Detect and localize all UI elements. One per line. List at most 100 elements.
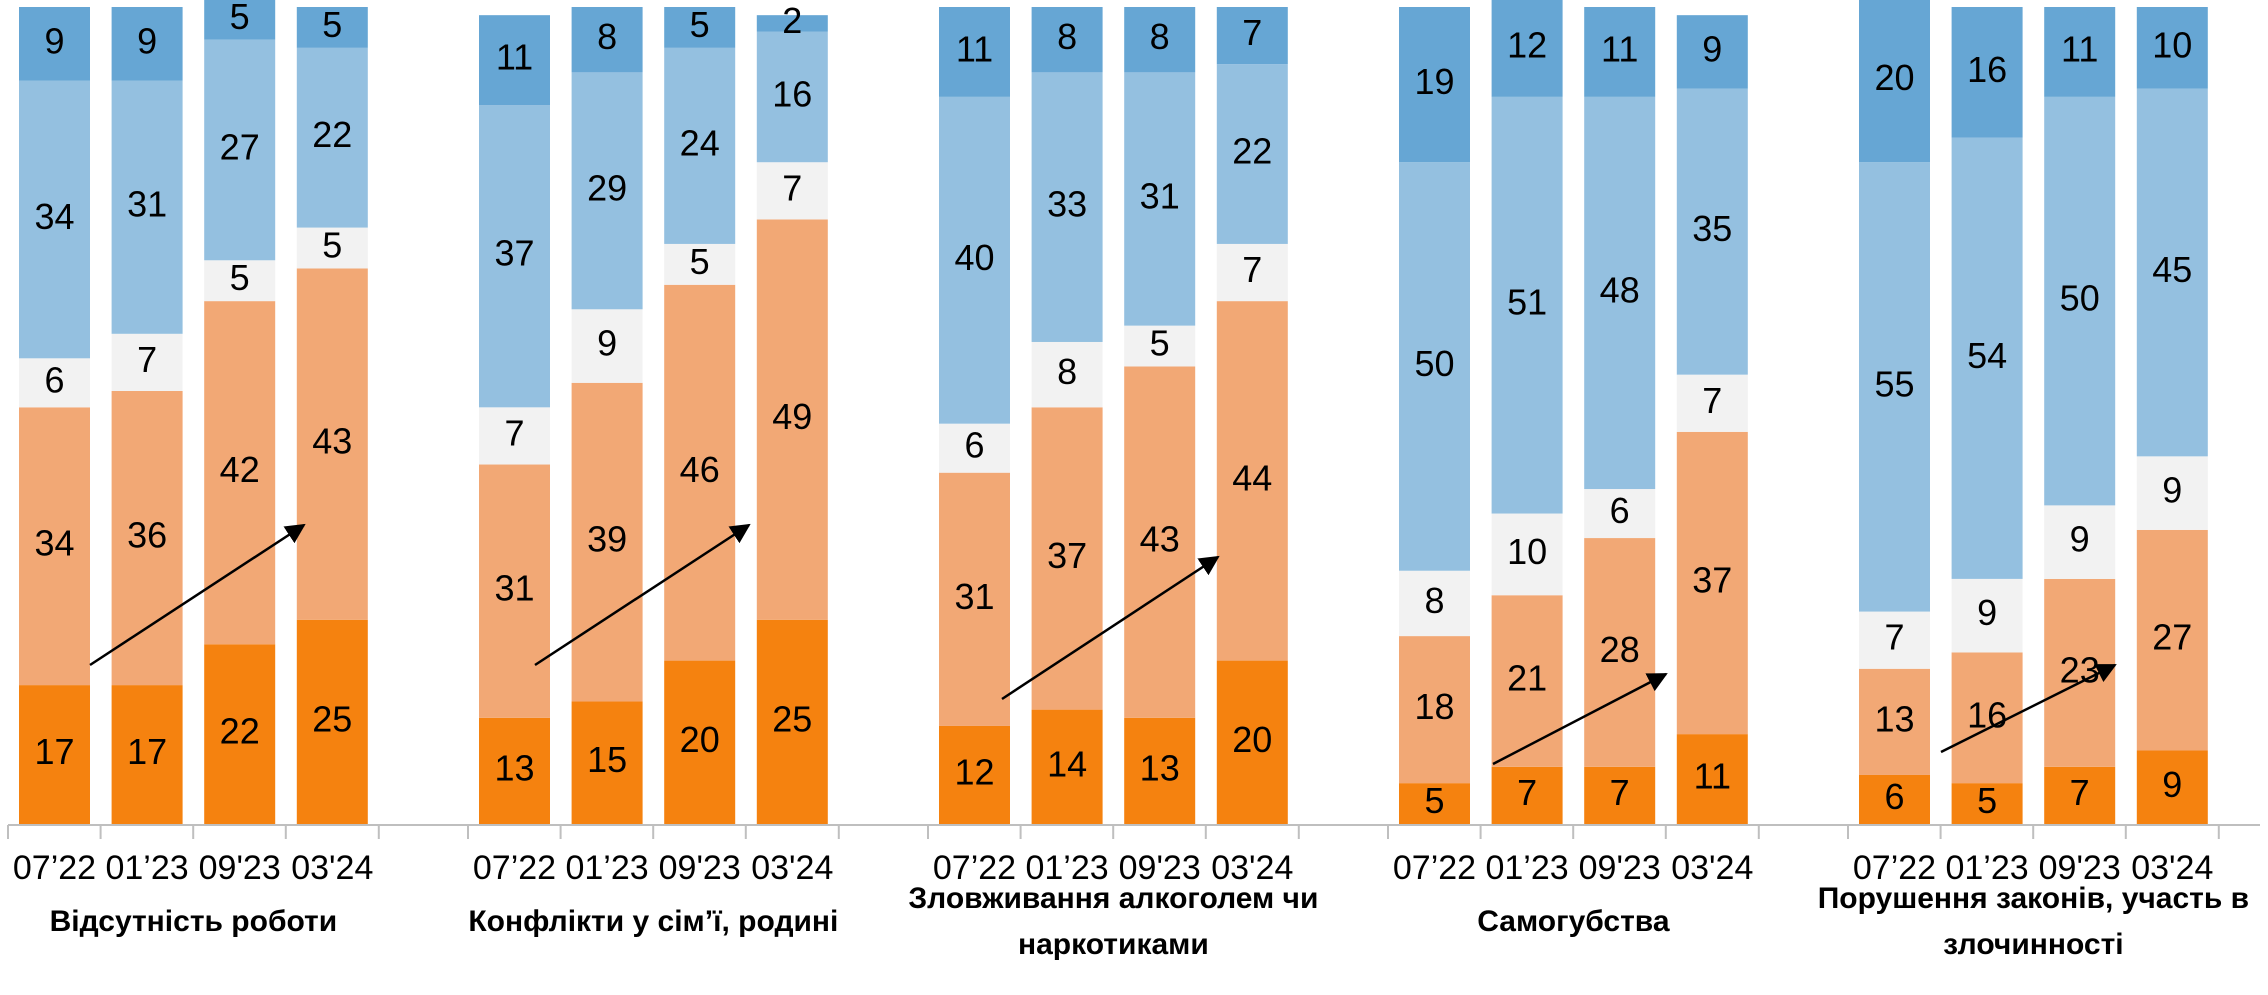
bar-segment (1031, 7, 1103, 73)
bar-segment (1031, 72, 1103, 342)
bar-segment (2136, 7, 2208, 89)
x-tick-label: 03'24 (291, 849, 373, 887)
group-title: Зловживання алкоголем чи наркотиками (908, 882, 1319, 961)
data-label: 20 (1874, 57, 1914, 98)
data-label: 5 (322, 4, 342, 45)
data-label: 22 (312, 114, 352, 155)
bar-segment (2044, 505, 2116, 579)
bar-segment (111, 7, 183, 81)
bar-segment (1216, 660, 1288, 824)
data-label: 8 (597, 16, 617, 57)
data-label: 24 (680, 122, 720, 163)
data-label: 34 (34, 523, 74, 564)
group-title: Самогубства (1477, 905, 1670, 938)
data-label: 8 (1424, 580, 1444, 621)
data-label: 7 (1884, 617, 1904, 658)
data-label: 9 (2070, 519, 2090, 560)
data-label: 25 (772, 698, 812, 739)
bar-segment (1584, 7, 1656, 97)
bar-segment (1951, 7, 2023, 138)
x-tick-label: 01’23 (105, 849, 188, 887)
data-label: 45 (2152, 249, 2192, 290)
bar-segment (571, 7, 643, 73)
bar-segment (19, 685, 90, 824)
data-label: 44 (1232, 457, 1272, 498)
bar-segment (1124, 717, 1196, 824)
x-tick-label: 01’23 (1485, 849, 1568, 887)
trend-arrow (1940, 663, 2117, 754)
data-label: 22 (220, 711, 260, 752)
bar-segment (1859, 774, 1930, 824)
bar-segment (2044, 7, 2116, 97)
bar-segment (204, 0, 276, 40)
x-tick-label: 09'23 (1119, 849, 1201, 887)
bar-segment (1584, 766, 1656, 824)
x-tick-label: 01’23 (1945, 849, 2028, 887)
bar-segment (939, 725, 1010, 824)
x-tick-label: 09'23 (1579, 849, 1661, 887)
bar-segment (1216, 7, 1288, 65)
data-label: 2 (782, 0, 802, 41)
bar-segment (1124, 366, 1196, 718)
data-label: 27 (2152, 617, 2192, 658)
data-label: 39 (587, 519, 627, 560)
data-label: 17 (34, 731, 74, 772)
bar-segment (2136, 529, 2208, 751)
bar-segment (1951, 578, 2023, 653)
data-label: 7 (1242, 249, 1262, 290)
data-label: 20 (1232, 719, 1272, 760)
data-label: 8 (1150, 16, 1170, 57)
bar-segment (2044, 766, 2116, 824)
bar-segment (1399, 783, 1470, 824)
bar-segment (756, 15, 828, 32)
bar-segment (1216, 301, 1288, 661)
data-label: 9 (1702, 28, 1722, 69)
data-label: 48 (1600, 269, 1640, 310)
bar-segment (111, 390, 183, 686)
data-label: 22 (1232, 131, 1272, 172)
bar-segment (1399, 162, 1470, 571)
bar-segment (939, 472, 1010, 726)
data-label: 43 (312, 421, 352, 462)
x-tick-label: 07’22 (13, 849, 96, 887)
data-label: 13 (1140, 747, 1180, 788)
data-label: 9 (597, 323, 617, 364)
data-label: 14 (1047, 743, 1087, 784)
data-label: 35 (1692, 208, 1732, 249)
bar-segment (19, 7, 90, 81)
x-tick-label: 09'23 (2039, 849, 2121, 887)
bar-segment (1399, 570, 1470, 637)
group-title: Порушення законів, участь в злочинності (1817, 882, 2250, 961)
bar-segment (296, 7, 368, 48)
bar-segment (664, 47, 736, 244)
data-label: 27 (220, 126, 260, 167)
bar-segment (1676, 88, 1748, 375)
data-label: 11 (956, 28, 993, 69)
data-label: 37 (1047, 535, 1087, 576)
bar-segment (296, 47, 368, 228)
data-label: 50 (2060, 278, 2100, 319)
bar-segment (1216, 243, 1288, 302)
data-label: 5 (230, 257, 250, 298)
trend-arrow (1492, 672, 1668, 766)
data-label: 37 (494, 233, 534, 274)
bar-segment (1216, 64, 1288, 244)
bar-segment (1676, 734, 1748, 824)
trend-arrow (534, 523, 751, 667)
data-label: 7 (137, 339, 157, 380)
bar-segment (204, 644, 276, 824)
data-label: 7 (504, 412, 524, 453)
data-label: 55 (1874, 363, 1914, 404)
x-tick-label: 07’22 (473, 849, 556, 887)
data-label: 15 (587, 739, 627, 780)
bar-segment (296, 268, 368, 620)
data-label: 25 (312, 698, 352, 739)
data-label: 7 (1242, 12, 1262, 53)
bar-segment (1859, 162, 1930, 612)
data-label: 11 (1601, 28, 1638, 69)
x-tick-label: 07’22 (933, 849, 1016, 887)
bar-segment (19, 80, 90, 359)
data-label: 11 (1694, 756, 1731, 797)
data-label: 9 (137, 20, 157, 61)
x-tick-label: 07’22 (1393, 849, 1476, 887)
